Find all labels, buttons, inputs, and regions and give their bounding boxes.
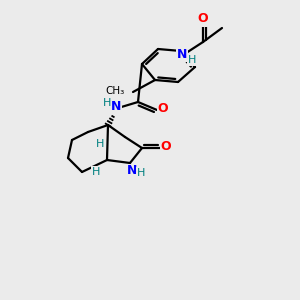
Text: N: N — [111, 100, 121, 113]
Text: H: H — [103, 98, 111, 108]
Text: H: H — [92, 167, 100, 177]
Text: H: H — [188, 55, 196, 65]
Text: N: N — [177, 47, 187, 61]
Text: O: O — [158, 103, 168, 116]
Text: H: H — [96, 139, 104, 149]
Text: O: O — [161, 140, 171, 154]
Text: O: O — [198, 13, 208, 26]
Text: N: N — [127, 164, 137, 178]
Text: H: H — [137, 168, 145, 178]
Text: CH₃: CH₃ — [106, 86, 125, 96]
